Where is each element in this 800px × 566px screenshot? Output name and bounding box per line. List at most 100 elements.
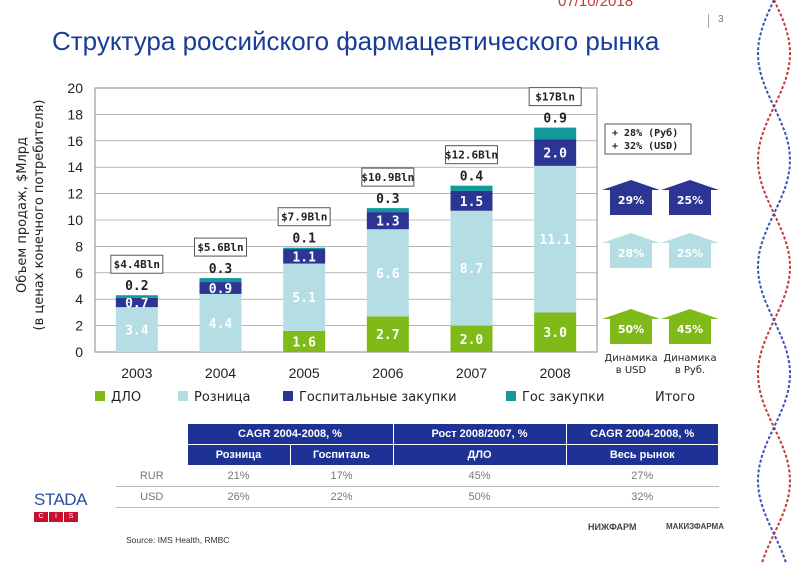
x-tick-label: 2006 (372, 365, 403, 381)
bar-segment (534, 127, 577, 140)
total-box (361, 167, 415, 187)
legend-swatch (283, 391, 293, 401)
total-label: $5.6Bln (197, 241, 243, 254)
growth-note-box (604, 123, 692, 155)
slide-date: 07/10/2018 (558, 0, 634, 10)
table-group-header: Рост 2008/2007, % (392, 423, 567, 445)
total-label: $4.4Bln (114, 258, 160, 271)
x-tick-label: 2004 (205, 365, 236, 381)
bar-segment (283, 247, 326, 250)
growth-arrow (602, 180, 660, 215)
growth-arrow (602, 309, 660, 344)
total-box (194, 237, 247, 257)
data-label: 11.1 (540, 233, 571, 248)
x-tick-label: 2007 (456, 365, 487, 381)
total-label: $7.9Bln (281, 211, 327, 224)
table-cell: 32% (565, 486, 719, 508)
growth-arrow (661, 309, 719, 344)
growth-value: 45% (677, 323, 703, 336)
growth-value: 50% (618, 323, 644, 336)
dna-decoration (756, 0, 792, 565)
bar-segment (283, 249, 326, 264)
data-label: 2.0 (460, 333, 484, 348)
table-cell: 27% (565, 465, 719, 487)
row-label: USD (116, 486, 188, 508)
legend-swatch (95, 391, 105, 401)
dynamics-label: Динамика (663, 353, 716, 364)
y-tick-label: 14 (67, 159, 83, 175)
bar-segment (366, 229, 409, 317)
stada-cis-bar: C I S (34, 512, 96, 522)
legend-swatch (506, 391, 516, 401)
table-sub-header: Розница (186, 444, 291, 466)
data-label: 6.6 (376, 267, 400, 282)
y-tick-label: 16 (67, 133, 83, 149)
bar-segment (199, 293, 242, 352)
total-box (445, 145, 498, 165)
bar-segment (534, 312, 577, 352)
growth-value: 25% (677, 194, 703, 207)
data-label: 2.7 (376, 328, 399, 343)
row-label: RUR (116, 465, 188, 487)
page-number: 3 (718, 14, 724, 25)
table-cell: 17% (289, 465, 394, 487)
table-cell: 45% (392, 465, 567, 487)
legend-total-label: Итого (655, 390, 695, 405)
stada-cis-letter: C (34, 512, 48, 522)
table-row: USD 26% 22% 50% 32% (116, 486, 719, 508)
legend-label: Розница (194, 390, 250, 405)
data-label: 0.3 (209, 262, 232, 277)
data-label: 0.7 (125, 297, 148, 312)
stada-logo: STADA C I S (34, 490, 96, 522)
table-corner (116, 444, 187, 466)
slide-title: Структура российского фармацевтического … (52, 26, 660, 56)
source-note: Source: IMS Health, RMBC (126, 535, 230, 545)
bar-segment (115, 297, 158, 308)
legend-label: ДЛО (111, 390, 141, 405)
data-label: 2.0 (543, 147, 567, 162)
dna-strand (756, 0, 792, 565)
total-box (110, 254, 164, 274)
data-label: 8.7 (460, 262, 483, 277)
data-label: 0.3 (376, 192, 399, 207)
data-label: 0.1 (292, 232, 316, 247)
table-sub-header: Весь рынок (565, 444, 719, 466)
data-label: 1.1 (292, 250, 316, 265)
data-label: 1.6 (292, 335, 316, 350)
growth-arrow (661, 180, 719, 215)
total-box (277, 207, 331, 227)
legend-label: Госпитальные закупки (299, 390, 457, 405)
table-group-header: CAGR 2004-2008, % (565, 423, 719, 445)
table-corner (116, 423, 187, 445)
growth-value: 25% (677, 247, 703, 260)
dna-strand (756, 0, 792, 565)
growth-arrow (602, 233, 660, 268)
bar-segment (366, 316, 409, 352)
y-tick-label: 12 (67, 186, 83, 202)
makiz-logo: МАКИЗФАРМА (666, 522, 724, 531)
data-label: 0.4 (460, 170, 484, 185)
legend-label: Гос закупки (522, 390, 604, 405)
bar-segment (115, 295, 158, 298)
bar-segment (450, 210, 493, 326)
growth-note: + 32% (USD) (612, 141, 678, 152)
data-label: 4.4 (209, 317, 233, 332)
legend-swatch (178, 391, 188, 401)
total-box (528, 87, 582, 107)
table-cell: 50% (392, 486, 567, 508)
data-label: 0.9 (209, 282, 232, 297)
growth-value: 28% (618, 247, 644, 260)
y-tick-label: 20 (67, 80, 83, 96)
data-label: 0.2 (125, 279, 148, 294)
table-row: RUR 21% 17% 45% 27% (116, 465, 719, 487)
y-axis-label: (в ценах конечного потребителя) (32, 100, 47, 331)
growth-stats-table: CAGR 2004-2008, % Рост 2008/2007, % CAGR… (116, 423, 719, 508)
data-label: 1.5 (460, 195, 483, 210)
x-tick-label: 2005 (289, 365, 320, 381)
dynamics-label: Динамика (604, 353, 657, 364)
bar-segment (534, 139, 577, 166)
x-tick-label: 2003 (121, 365, 152, 381)
y-tick-label: 10 (67, 212, 83, 228)
data-label: 0.9 (543, 112, 566, 127)
bar-segment (115, 307, 158, 352)
